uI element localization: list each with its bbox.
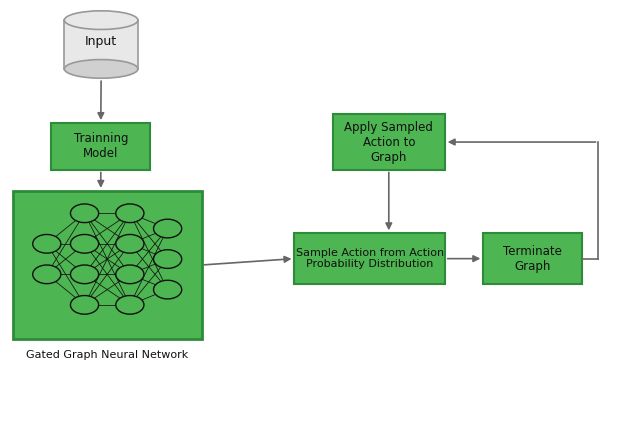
Circle shape bbox=[154, 219, 182, 238]
Circle shape bbox=[33, 265, 61, 284]
Text: Apply Sampled
Action to
Graph: Apply Sampled Action to Graph bbox=[344, 120, 433, 164]
Circle shape bbox=[116, 234, 144, 253]
Circle shape bbox=[70, 296, 99, 314]
FancyBboxPatch shape bbox=[333, 114, 445, 170]
FancyBboxPatch shape bbox=[65, 20, 138, 69]
Circle shape bbox=[116, 265, 144, 284]
Ellipse shape bbox=[64, 11, 138, 29]
Circle shape bbox=[116, 296, 144, 314]
Text: Sample Action from Action
Probability Distribution: Sample Action from Action Probability Di… bbox=[296, 248, 444, 269]
Text: Gated Graph Neural Network: Gated Graph Neural Network bbox=[26, 350, 188, 360]
FancyBboxPatch shape bbox=[483, 233, 582, 284]
Circle shape bbox=[116, 204, 144, 223]
Circle shape bbox=[70, 234, 99, 253]
Text: Trainning
Model: Trainning Model bbox=[74, 132, 128, 160]
FancyBboxPatch shape bbox=[51, 123, 150, 170]
Text: Terminate
Graph: Terminate Graph bbox=[504, 245, 562, 273]
Text: Input: Input bbox=[85, 35, 117, 47]
Circle shape bbox=[70, 204, 99, 223]
FancyBboxPatch shape bbox=[294, 233, 445, 284]
Ellipse shape bbox=[64, 60, 138, 78]
FancyBboxPatch shape bbox=[13, 191, 202, 339]
Circle shape bbox=[154, 280, 182, 299]
Circle shape bbox=[33, 234, 61, 253]
Circle shape bbox=[70, 265, 99, 284]
Circle shape bbox=[154, 250, 182, 268]
